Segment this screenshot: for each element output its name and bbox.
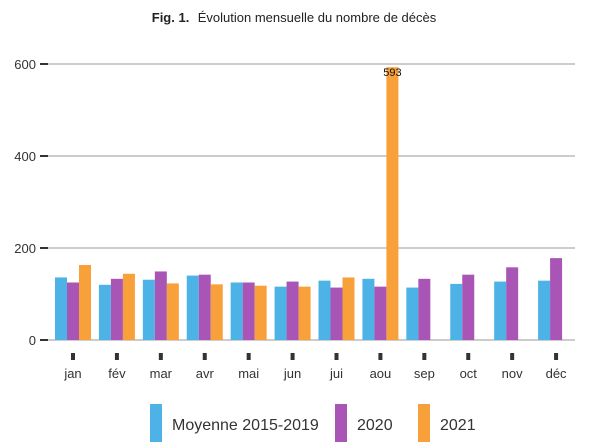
legend-swatch [418,404,430,442]
bar [506,267,519,340]
y-axis: 0 200 400 600 [14,57,48,348]
data-label: 593 [383,67,401,79]
x-axis: jan fév mar avr mai jun jui aou sep oct nov déc [63,353,567,381]
bar [186,275,199,340]
legend: Moyenne 2015-2019 2020 2021 [150,404,476,442]
bar [198,274,211,340]
y-tick-label: 0 [29,333,36,348]
bar [386,67,399,340]
y-tick-label: 400 [14,149,36,164]
y-tick-label: 600 [14,57,36,72]
x-tick-label: jan [63,366,81,381]
chart-title-prefix: Fig. 1. [152,10,190,25]
x-tick-label: mar [150,366,173,381]
bar [254,285,267,340]
x-tick-label: oct [460,366,478,381]
bar [166,283,179,340]
legend-label: 2021 [440,417,476,434]
data-labels: 593 [383,67,401,79]
bar [374,286,387,340]
bar [67,282,79,340]
x-tick-mark [114,353,119,360]
x-tick-mark [202,353,207,360]
bar [342,277,355,340]
bar [55,277,67,340]
bar [450,283,463,340]
grid [48,63,575,341]
x-tick-label: jui [329,366,343,381]
bar [462,274,475,340]
bar [79,265,91,340]
legend-label: 2020 [357,417,393,434]
x-tick-mark [422,353,427,360]
x-tick-mark [334,353,339,360]
x-tick-label: sep [414,366,435,381]
bar [538,280,551,340]
x-tick-mark [290,353,295,360]
bar [122,273,135,340]
bar [98,284,111,340]
x-tick-mark [71,353,75,360]
bar [274,286,287,340]
bar [494,281,507,340]
x-tick-mark [466,353,471,360]
legend-label: Moyenne 2015-2019 [172,417,319,434]
bar [362,278,375,340]
x-tick-label: mai [238,366,259,381]
chart-title-text: Évolution mensuelle du nombre de décès [198,10,437,25]
legend-swatch [150,404,162,442]
x-tick-mark [378,353,383,360]
y-tick-label: 200 [14,241,36,256]
bar [406,287,419,340]
bars [55,67,563,340]
bar [210,284,223,340]
x-tick-mark [158,353,163,360]
x-tick-label: fév [108,366,126,381]
x-tick-mark [554,353,559,360]
x-tick-label: jun [283,366,301,381]
x-tick-label: déc [546,366,567,381]
bar [550,258,563,340]
bar [110,278,123,340]
bar [418,278,431,340]
bar [230,282,243,340]
bar [286,281,299,340]
bar [242,282,255,340]
x-tick-mark [246,353,251,360]
bar [154,271,167,340]
bar [330,287,343,340]
bar [142,279,155,340]
x-tick-label: nov [502,366,523,381]
bar [318,280,331,340]
x-tick-label: avr [196,366,215,381]
x-tick-mark [510,353,515,360]
x-tick-label: aou [370,366,392,381]
bar [298,286,311,340]
chart-title: Fig. 1. Évolution mensuelle du nombre de… [152,9,437,26]
legend-swatch [335,404,347,442]
